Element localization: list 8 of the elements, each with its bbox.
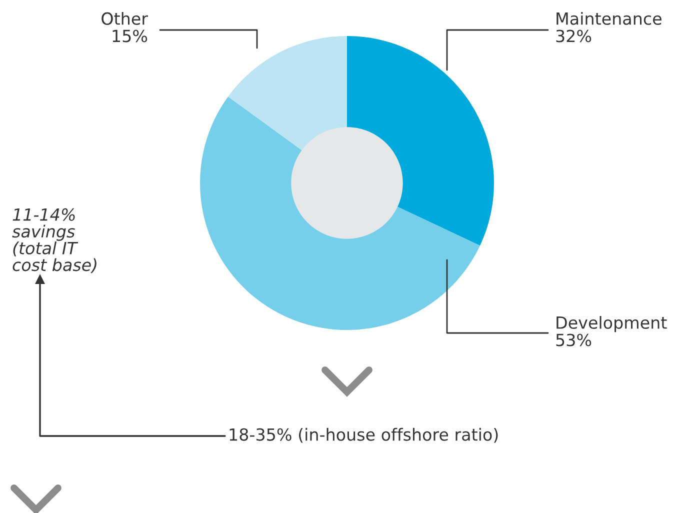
slice-label: Maintenance: [556, 12, 662, 25]
data-label: 53%: [556, 334, 592, 346]
slice-label: Other: [102, 12, 148, 25]
slice-label: Development: [556, 316, 667, 332]
text: 11-14% savings (total IT cost base): [12, 208, 96, 274]
data-label: 32%: [556, 30, 592, 42]
data-label: 15%: [112, 30, 148, 42]
text: 18-35% (in-house offshore ratio): [230, 428, 498, 443]
